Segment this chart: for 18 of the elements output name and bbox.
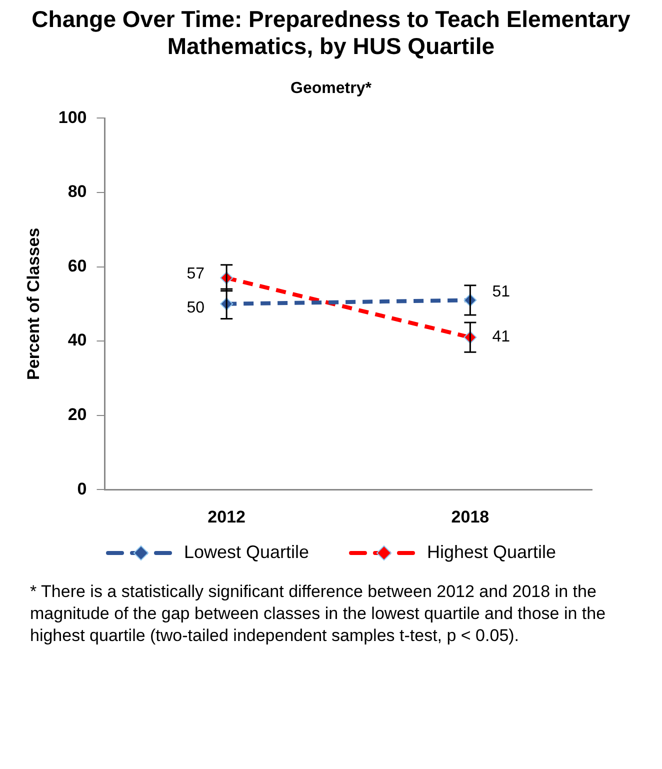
x-tick-label: 2018	[451, 507, 490, 526]
data-label: 51	[492, 284, 510, 301]
data-label: 57	[186, 265, 205, 282]
data-label: 41	[492, 328, 510, 346]
y-tick-label: 40	[68, 330, 87, 350]
y-tick-label: 60	[68, 256, 87, 276]
data-label: 50	[186, 299, 205, 316]
y-tick-label: 100	[58, 108, 87, 127]
y-axis-title: Percent of Classes	[24, 228, 43, 380]
chart-subtitle: Geometry*	[290, 80, 372, 98]
text: * There is a statistically significant difference between 2012 and 2018 in the magnitude of the gap between classes in the lowest quartile and those in the highest quartile (two-tailed independent samples t-test, p < 0.05).	[30, 581, 607, 647]
legend-label: Lowest Quartile	[184, 542, 309, 563]
y-tick-label: 0	[77, 479, 87, 498]
y-tick-label: 20	[68, 405, 87, 424]
y-tick-label: 80	[68, 182, 87, 202]
chart-title: Change Over Time: Preparedness to Teach Elementary Mathematics, by HUS Quartile	[30, 6, 632, 60]
legend-label: Highest Quartile	[427, 542, 556, 563]
x-tick-label: 2012	[208, 507, 246, 526]
